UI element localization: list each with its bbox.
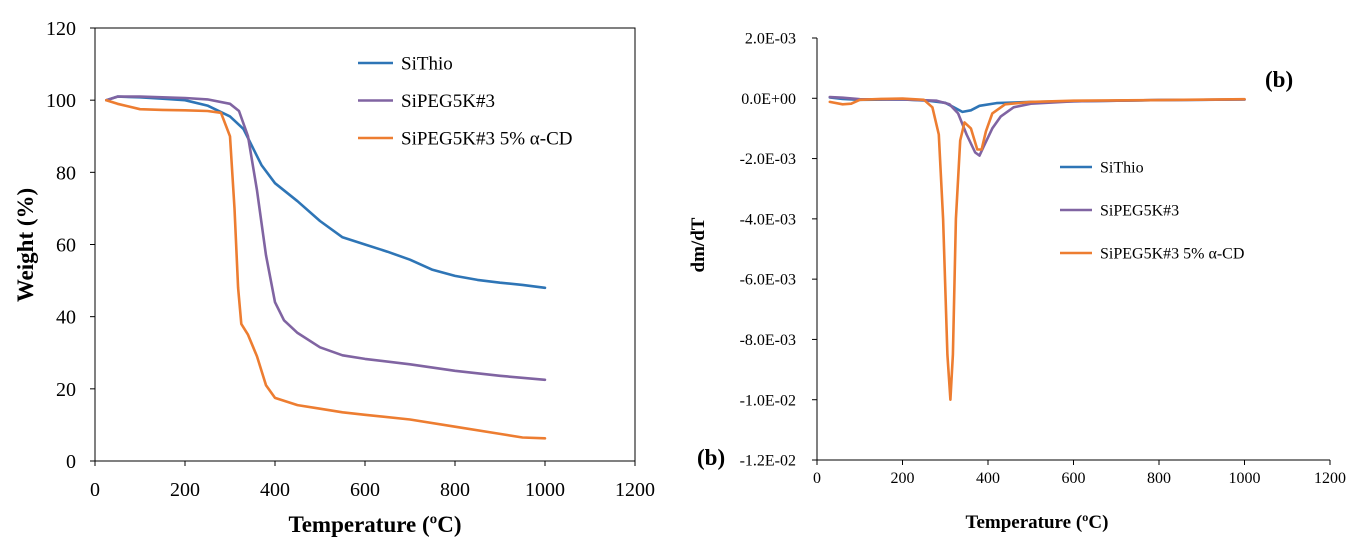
x-tick-label: 400 [976,470,1000,487]
y-tick-label: 100 [46,90,76,112]
x-tick-label: 200 [891,470,915,487]
y-tick-label: 20 [56,379,76,401]
x-axis-title: Temperature (ºC) [966,512,1109,533]
series-line-1 [105,95,547,382]
legend-label: SiPEG5K#3 [1100,203,1179,220]
x-tick-label: 1000 [525,479,565,501]
y-tick-label: -1.0E-02 [740,392,796,409]
panel-label: (b) [697,445,725,470]
x-tick-label: 600 [1062,470,1086,487]
y-tick-label: 120 [46,18,76,40]
tga-weight-chart: 0 200 400 600 800 1000 1200 0 20 40 60 80 100 120 Temp… [13,18,655,537]
legend: SiThio SiPEG5K#3 SiPEG5K#3 5% α-CD [1060,160,1244,263]
x-tick-label: 800 [1147,470,1171,487]
y-tick-label: 60 [56,235,76,257]
y-tick-label: 2.0E-03 [745,31,796,48]
x-tick-label: 400 [260,479,290,501]
legend-label: SiThio [1100,160,1144,177]
series-line-2 [105,98,547,440]
x-tick-label: 0 [813,470,821,487]
x-tick-label: 200 [170,479,200,501]
y-tick-label: 40 [56,307,76,329]
x-axis-title: Temperature (ºC) [288,512,461,537]
y-axis-title: Weight (%) [13,188,38,302]
y-axis-title: dm/dT [688,217,709,272]
x-tick-label: 0 [90,479,100,501]
legend-label: SiThio [401,54,453,75]
x-tick-label: 1200 [615,479,655,501]
x-tick-label: 1000 [1229,470,1261,487]
y-tick-label: -1.2E-02 [740,453,796,470]
x-tick-label: 1200 [1314,470,1346,487]
legend: SiThio SiPEG5K#3 SiPEG5K#3 5% α-CD [358,54,572,150]
series-line-0 [105,95,547,290]
y-tick-label: 80 [56,162,76,184]
legend-label: SiPEG5K#3 5% α-CD [401,129,572,150]
x-tick-label: 600 [350,479,380,501]
y-tick-label: 0 [66,451,76,473]
x-tick-label: 800 [440,479,470,501]
panel-label: (b) [1265,67,1293,92]
legend-label: SiPEG5K#3 5% α-CD [1100,246,1244,263]
y-tick-label: 0.0E+00 [741,91,796,108]
y-tick-label: -6.0E-03 [740,272,796,289]
y-tick-label: -2.0E-03 [740,151,796,168]
series-line-2 [828,97,1246,401]
dtg-derivative-chart: 0 200 400 600 800 1000 1200 2.0E-03 0.0E+00 -2.0E… [688,31,1346,533]
y-tick-label: -4.0E-03 [740,211,796,228]
series-line-1 [828,95,1246,157]
legend-label: SiPEG5K#3 [401,91,495,112]
y-tick-label: -8.0E-03 [740,332,796,349]
